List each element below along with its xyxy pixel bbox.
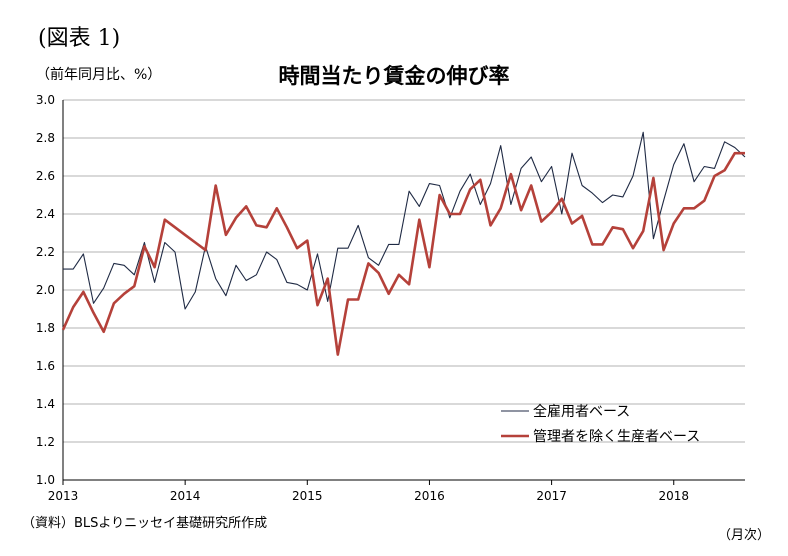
series-line-1 [63,131,746,310]
y-tick-label: 3.0 [36,93,55,107]
x-tick-label: 2016 [414,489,445,503]
x-tick-label: 2015 [292,489,323,503]
y-tick-label: 2.0 [36,283,55,297]
y-tick-labels: 1.0 1.2 1.4 1.6 1.8 2.0 2.2 2.4 2.6 2.8 3.0 [36,93,55,487]
y-tick-label: 1.4 [36,397,55,411]
gridlines [63,99,745,481]
x-tick-label: 2014 [170,489,201,503]
legend-label-1: 全雇用者ベース [533,403,630,420]
y-tick-label: 2.4 [36,207,55,221]
source-note: （資料）BLSよりニッセイ基礎研究所作成 [22,516,268,531]
x-unit-label: （月次） [718,528,771,543]
y-tick-label: 1.2 [36,435,55,449]
legend-label-2: 管理者を除く生産者ベース [533,429,700,445]
figure-label: (図表 1) [38,26,121,51]
axes [62,100,745,485]
x-tick-label: 2017 [536,489,567,503]
chart-title: 時間当たり賃金の伸び率 [278,64,510,88]
series-lines [61,131,746,356]
y-tick-label: 1.0 [36,473,55,487]
x-tick-label: 2013 [48,489,79,503]
y-tick-label: 2.8 [36,131,55,145]
series-line-2 [61,151,745,356]
y-unit-label: （前年同月比、%） [36,67,162,83]
y-tick-label: 1.8 [36,321,55,335]
x-tick-labels: 2013 2014 2015 2016 2017 2018 [48,489,689,503]
y-tick-label: 2.2 [36,245,55,259]
x-tick-label: 2018 [658,489,689,503]
y-tick-label: 1.6 [36,359,55,373]
y-tick-label: 2.6 [36,169,55,183]
